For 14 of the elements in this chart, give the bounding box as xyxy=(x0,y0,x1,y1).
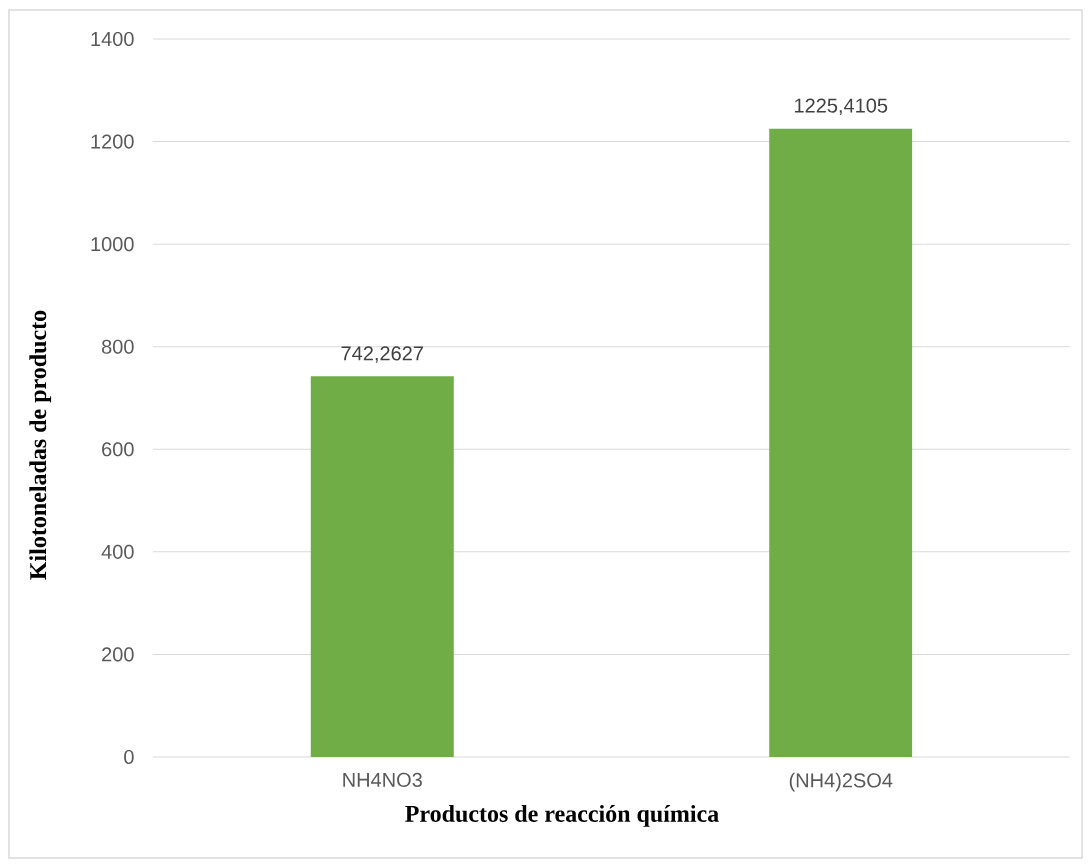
y-tick-label: 1200 xyxy=(91,134,134,149)
x-tick-label: NH4NO3 xyxy=(343,772,422,787)
y-axis-title: Kilotoneladas de producto xyxy=(29,310,52,580)
y-tick-label: 400 xyxy=(101,544,134,559)
y-tick-label: 1000 xyxy=(91,237,134,252)
data-label: 1225,4105 xyxy=(795,98,888,115)
x-axis-title: Productos de reacción química xyxy=(405,804,719,827)
y-tick-label: 600 xyxy=(102,442,134,457)
y-tick-label: 0 xyxy=(124,749,134,765)
data-label: 742,2627 xyxy=(341,346,423,363)
x-tick-label: (NH4)2SO4 xyxy=(789,772,893,792)
y-tick-label: 200 xyxy=(102,647,134,662)
y-tick-label: 800 xyxy=(101,339,134,354)
y-tick-label: 1400 xyxy=(91,31,134,47)
